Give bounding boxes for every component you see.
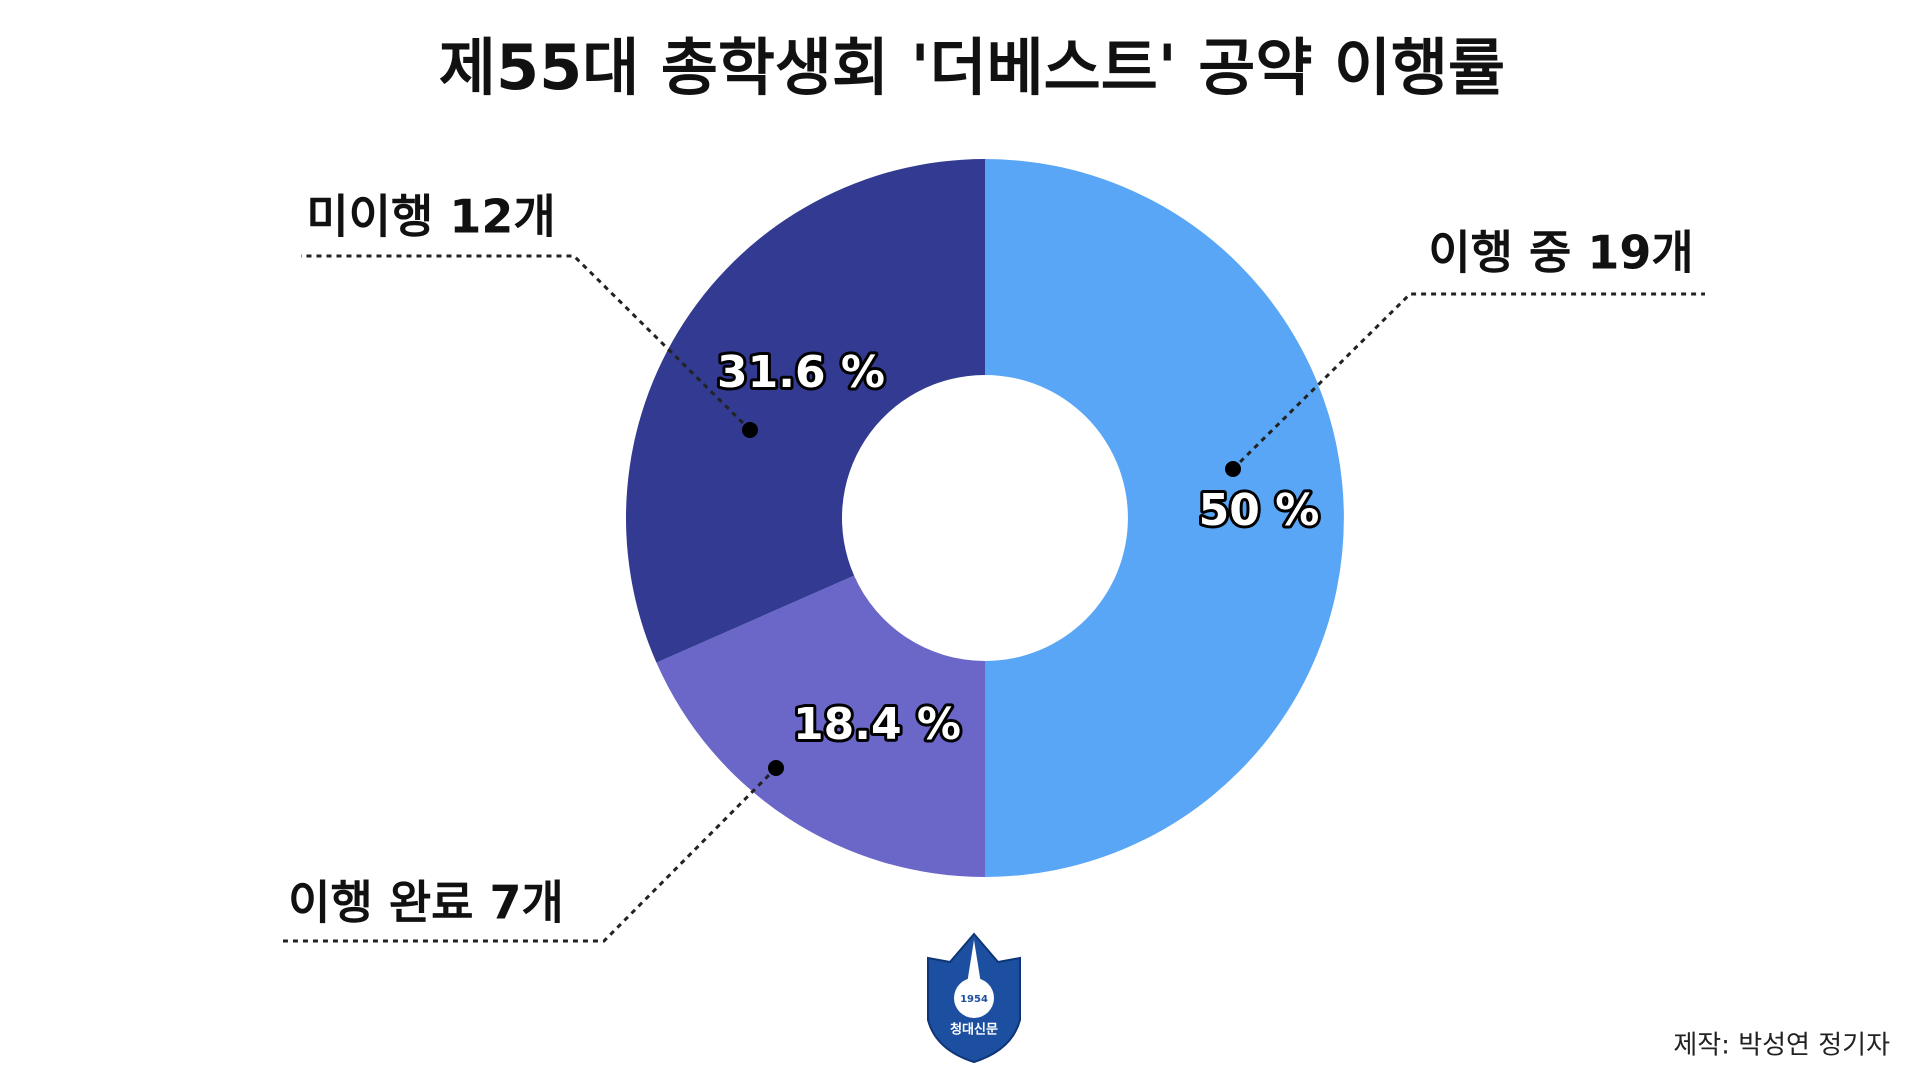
leader-dot: [768, 760, 784, 776]
donut-slice: [656, 575, 985, 877]
value-label: 18.4 %: [793, 699, 961, 750]
category-label: 미이행 12개: [306, 190, 555, 244]
logo-pen: [966, 940, 982, 990]
leader-dot: [742, 422, 758, 438]
leader-line: [301, 254, 752, 432]
leader-line: [283, 766, 778, 943]
logo-name: 청대신문: [950, 1022, 998, 1038]
leader-line: [1231, 292, 1705, 471]
category-label: 이행 중 19개: [1428, 226, 1693, 280]
logo-circle: [954, 978, 994, 1018]
logo-year: 1954: [960, 994, 988, 1005]
donut-slice: [626, 159, 985, 663]
value-label: 31.6 %: [717, 347, 885, 398]
logo: 1954 청대신문: [927, 932, 1021, 1064]
credit: 제작: 박성연 정기자: [1673, 1031, 1890, 1061]
chart-title: 제55대 총학생회 '더베스트' 공약 이행률: [439, 31, 1505, 104]
donut-slice: [985, 159, 1344, 877]
value-label: 50 %: [1199, 485, 1320, 536]
category-label: 이행 완료 7개: [288, 876, 564, 930]
leader-dot: [1225, 461, 1241, 477]
